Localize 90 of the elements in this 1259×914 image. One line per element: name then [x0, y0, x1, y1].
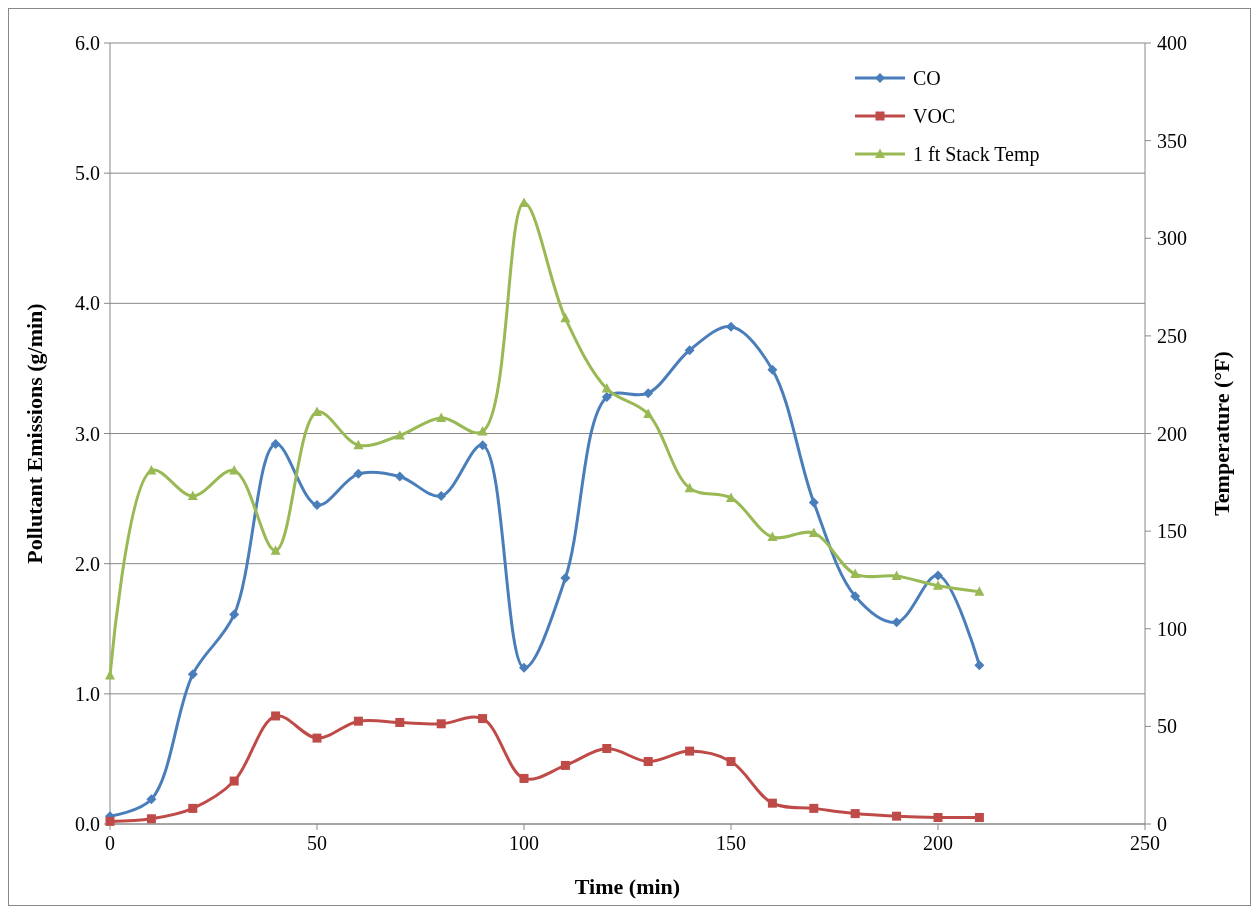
- point: [312, 500, 322, 511]
- point: [312, 733, 322, 743]
- point: [436, 490, 447, 501]
- point: [229, 776, 239, 786]
- legend-label: 1 ft Stack Temp: [913, 143, 1040, 166]
- point: [974, 586, 985, 596]
- point: [187, 669, 198, 680]
- point: [188, 803, 198, 813]
- point: [809, 803, 819, 813]
- x-tick-label: 50: [307, 832, 327, 854]
- point: [643, 757, 653, 767]
- point: [891, 617, 902, 628]
- y2-tick-label: 250: [1157, 324, 1187, 347]
- point: [601, 392, 612, 403]
- y2-tick-label: 350: [1157, 129, 1187, 152]
- point: [477, 440, 488, 451]
- point: [685, 746, 695, 756]
- point: [560, 312, 571, 323]
- point: [395, 717, 405, 727]
- point: [436, 719, 446, 729]
- point: [477, 426, 488, 436]
- point: [974, 660, 985, 671]
- point: [767, 798, 777, 808]
- x-tick-label: 250: [1130, 832, 1160, 854]
- point: [726, 757, 736, 767]
- point: [353, 468, 364, 479]
- point: [892, 811, 902, 821]
- point: [560, 760, 570, 770]
- point: [394, 429, 405, 440]
- point: [394, 471, 405, 482]
- legend-label: VOC: [913, 105, 956, 127]
- point: [726, 321, 736, 332]
- point: [519, 662, 529, 673]
- point: [933, 570, 943, 581]
- point: [312, 406, 322, 417]
- point: [850, 809, 860, 819]
- point: [146, 794, 157, 805]
- point: [229, 609, 240, 620]
- y-tick-label: 4.0: [75, 292, 100, 315]
- point: [560, 572, 571, 583]
- y2-tick-label: 300: [1157, 227, 1187, 250]
- x-tick-label: 200: [923, 832, 953, 854]
- x-axis-title: Time (min): [574, 874, 681, 899]
- point: [643, 388, 654, 399]
- legend-label: CO: [913, 67, 941, 89]
- y-tick-label: 2.0: [75, 552, 100, 575]
- point: [187, 490, 198, 500]
- y2-tick-label: 200: [1157, 422, 1187, 445]
- y2-tick-label: 0: [1157, 813, 1167, 835]
- point: [353, 439, 364, 450]
- point: [974, 812, 984, 822]
- point: [808, 527, 819, 538]
- point: [270, 438, 281, 449]
- y2-tick-label: 400: [1157, 32, 1187, 54]
- point: [270, 545, 281, 555]
- y-tick-label: 5.0: [75, 162, 100, 185]
- point: [726, 492, 736, 502]
- x-tick-label: 100: [509, 832, 539, 854]
- point: [478, 714, 488, 724]
- y2-tick-label: 50: [1157, 715, 1177, 738]
- y2-tick-label: 100: [1157, 617, 1187, 640]
- y-tick-label: 6.0: [75, 32, 100, 54]
- point: [850, 568, 861, 579]
- point: [602, 744, 612, 753]
- y-tick-label: 0.0: [75, 813, 100, 835]
- point: [933, 812, 943, 822]
- point: [891, 570, 902, 581]
- point: [684, 345, 695, 356]
- point: [601, 383, 612, 393]
- point: [146, 814, 156, 824]
- point: [353, 716, 363, 726]
- y2-axis-title: Temperature (°F): [1209, 351, 1234, 516]
- point: [519, 197, 529, 208]
- point: [146, 465, 157, 475]
- point: [933, 580, 943, 590]
- x-tick-label: 0: [105, 832, 115, 854]
- y-tick-label: 3.0: [75, 422, 100, 445]
- y2-tick-label: 150: [1157, 520, 1187, 543]
- point: [767, 364, 778, 375]
- point: [436, 412, 447, 422]
- point: [684, 482, 695, 493]
- point: [850, 591, 861, 602]
- y-axis-title: Pollutant Emissions (g/min): [22, 303, 47, 564]
- point: [643, 408, 654, 418]
- point: [767, 531, 778, 541]
- y-tick-label: 1.0: [75, 682, 100, 705]
- x-tick-label: 150: [716, 832, 746, 854]
- point: [519, 773, 529, 783]
- point: [808, 497, 819, 508]
- point: [271, 711, 281, 721]
